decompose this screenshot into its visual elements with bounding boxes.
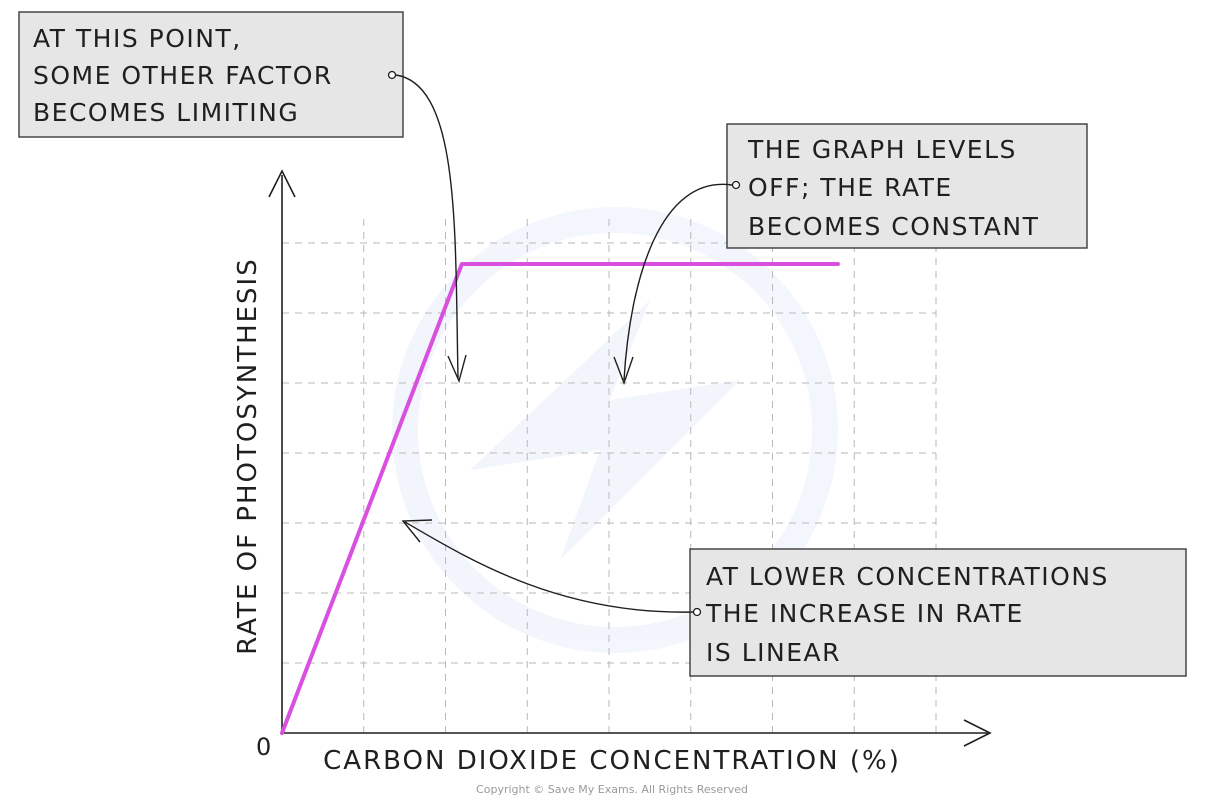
annotation-linear-line: THE INCREASE IN RATE (705, 599, 1024, 628)
annotation-linear-arrowhead (401, 519, 433, 543)
axes: 0 CARBON DIOXIDE CONCENTRATION (%) RATE … (233, 169, 992, 776)
y-axis-arrowhead (268, 169, 296, 198)
annotation-constant-arrow (623, 183, 733, 381)
annotation-limiting-line: BECOMES LIMITING (33, 98, 299, 127)
annotation-limiting-arrowhead (447, 354, 467, 384)
y-axis-title: RATE OF PHOTOSYNTHESIS (233, 257, 263, 654)
watermark-logo (392, 207, 838, 653)
series-layer (280, 262, 840, 735)
series-line (280, 262, 840, 735)
annotation-limiting-box (18, 11, 404, 138)
annotation-constant-line: BECOMES CONSTANT (748, 212, 1039, 241)
annotation-linear: AT LOWER CONCENTRATIONS THE INCREASE IN … (401, 519, 1187, 677)
annotation-limiting-arrow (395, 74, 459, 379)
annotation-limiting: AT THIS POINT, SOME OTHER FACTOR BECOMES… (18, 11, 467, 384)
annotation-constant-box (726, 123, 1088, 249)
x-axis-title: CARBON DIOXIDE CONCENTRATION (%) (323, 746, 901, 776)
origin-label: 0 (256, 733, 271, 761)
annotation-constant-arrowhead (613, 356, 634, 386)
annotation-constant-line: OFF; THE RATE (748, 173, 953, 202)
annotation-linear-arrow (404, 521, 694, 613)
annotation-constant: THE GRAPH LEVELS OFF; THE RATE BECOMES C… (613, 123, 1088, 386)
copyright-text: Copyright © Save My Exams. All Rights Re… (476, 783, 748, 796)
annotations: AT THIS POINT, SOME OTHER FACTOR BECOMES… (18, 11, 1187, 677)
annotation-constant-line: THE GRAPH LEVELS (747, 135, 1017, 164)
annotation-constant-anchor-dot (731, 180, 741, 190)
x-axis-arrowhead (963, 719, 992, 747)
annotation-linear-box (689, 548, 1187, 677)
annotation-limiting-anchor-dot (387, 70, 397, 80)
annotation-limiting-line: SOME OTHER FACTOR (33, 61, 333, 90)
annotation-linear-line: IS LINEAR (706, 638, 841, 667)
annotation-linear-line: AT LOWER CONCENTRATIONS (706, 562, 1109, 591)
annotation-limiting-line: AT THIS POINT, (33, 24, 242, 53)
annotation-linear-anchor-dot (692, 607, 702, 617)
